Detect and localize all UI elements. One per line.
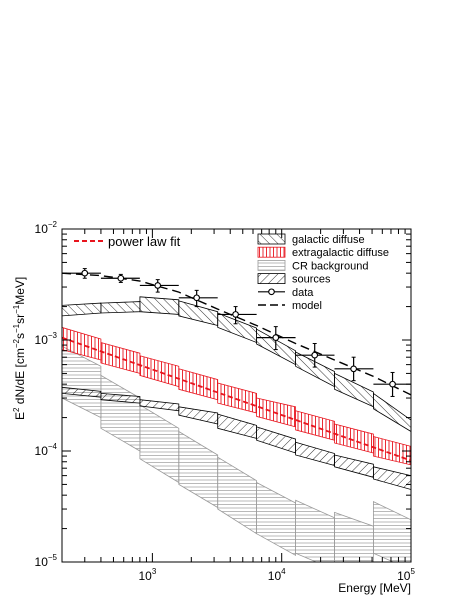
data-point	[62, 268, 101, 279]
extragalactic-diffuse-band-segment	[334, 423, 374, 454]
legend: power law fit galactic diffuseextragalac…	[74, 233, 389, 312]
sources-band-segment	[295, 441, 335, 467]
data-point	[178, 289, 218, 308]
extragalactic-diffuse-band-segment	[139, 355, 180, 388]
data-point	[334, 356, 374, 382]
legend-label: galactic diffuse	[292, 234, 365, 246]
legend-label: extragalactic diffuse	[292, 247, 389, 259]
sources-band-segment	[178, 406, 219, 425]
cr-background-band-segment	[217, 456, 258, 535]
sources-band-segment	[256, 426, 297, 454]
data-point	[217, 306, 257, 325]
legend-item: sources	[257, 273, 331, 286]
legend-label: model	[292, 300, 322, 312]
extragalactic-diffuse-band-segment	[217, 382, 258, 414]
cr-background-band-segment	[178, 430, 219, 509]
data-point	[295, 342, 335, 368]
legend-fit-label: power law fit	[108, 234, 181, 249]
galactic-diffuse-band-segment	[139, 296, 180, 315]
extragalactic-diffuse-band-segment	[100, 341, 141, 374]
galactic-diffuse-band-segment	[100, 301, 141, 314]
power-law-fit-line	[62, 336, 411, 462]
legend-swatch	[257, 233, 286, 245]
x-tick-label: 103	[138, 567, 156, 583]
cr-background-band-segment	[256, 481, 297, 556]
galactic-diffuse-band-segment	[62, 302, 102, 317]
data-point	[256, 326, 296, 351]
galactic-diffuse-band-segment	[372, 392, 411, 432]
y-tick-label: 10−5	[35, 553, 58, 569]
cr-background-band-segment	[100, 374, 141, 452]
cr-background-band-segment	[372, 500, 411, 562]
cr-background-band-segment	[295, 499, 335, 562]
legend-item: model	[258, 300, 322, 312]
y-tick-label: 10−2	[35, 220, 58, 236]
extragalactic-diffuse-band-segment	[295, 410, 335, 441]
data-point	[100, 273, 140, 283]
y-tick-label: 10−4	[35, 442, 58, 458]
y-tick-label: 10−3	[35, 331, 58, 347]
sources-band-segment	[334, 454, 374, 478]
legend-item: CR background	[257, 259, 368, 272]
y-axis-label: E2 dN/dE [cm−2s−1sr−1MeV]	[12, 277, 27, 420]
data-point	[139, 279, 179, 293]
legend-item: extragalactic diffuse	[257, 246, 389, 259]
x-tick-label: 105	[397, 567, 415, 583]
legend-item: galactic diffuse	[257, 233, 365, 246]
cr-background-band-segment	[139, 404, 180, 484]
x-tick-label: 104	[268, 567, 286, 583]
sources-band-segment	[372, 466, 411, 490]
legend-swatch	[257, 273, 286, 285]
legend-label: sources	[292, 274, 331, 286]
data-point	[373, 371, 411, 397]
legend-swatch	[257, 259, 286, 271]
extragalactic-diffuse-band-segment	[178, 368, 219, 401]
legend-marker	[268, 288, 275, 296]
plot-frame	[61, 228, 412, 563]
x-axis-label: Energy [MeV]	[338, 581, 411, 595]
legend-label: CR background	[292, 260, 368, 272]
legend-item: data	[258, 287, 314, 299]
galactic-diffuse-band-segment	[178, 300, 219, 327]
legend-label: data	[292, 287, 314, 299]
sources-band-segment	[217, 413, 258, 439]
legend-swatch	[257, 246, 286, 258]
cr-background-band-segment	[334, 511, 374, 562]
